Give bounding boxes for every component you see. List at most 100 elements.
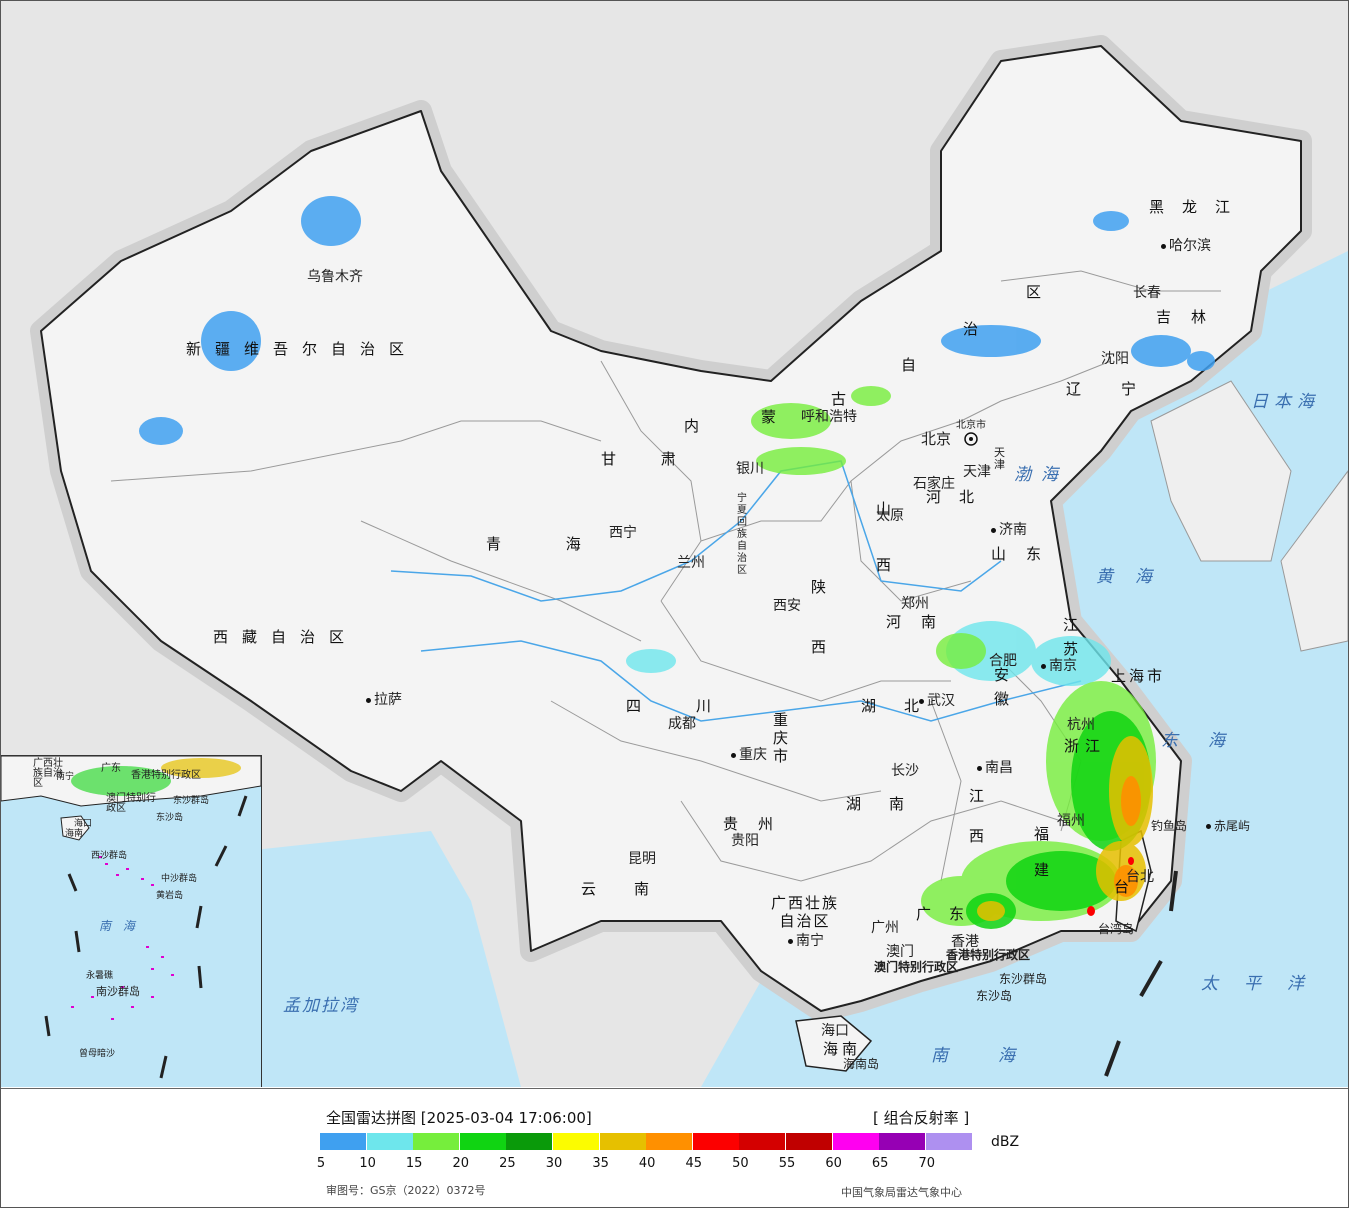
city-nanjing: 南京 <box>1041 658 1077 674</box>
prov-hebei: 河北 <box>926 488 993 506</box>
color-scale-tick-label: 50 <box>732 1156 749 1171</box>
color-scale-tick-label: 15 <box>405 1156 423 1171</box>
inset-dongsha: 东沙群岛 <box>173 796 210 806</box>
inset-huangyan: 黄岩岛 <box>156 891 184 901</box>
inset-yongshu: 永暑礁 <box>86 971 114 981</box>
city-guiyang: 贵阳 <box>731 833 759 849</box>
inset-hainan: 海南 <box>65 829 84 839</box>
color-scale-tick-label: 60 <box>825 1156 842 1171</box>
legend: 全国雷达拼图 [2025-03-04 17:06:00] [ 组合反射率 ] d… <box>1 1088 1348 1207</box>
city-zhengzhou: 郑州 <box>901 596 929 612</box>
data-source: 中国气象局雷达气象中心 <box>841 1186 962 1199</box>
prov-xinjiang: 新疆维吾尔自治区 <box>186 340 419 358</box>
prov-jiangxi: 江西 <box>969 787 985 845</box>
city-wuhan: 武汉 <box>919 693 955 709</box>
sea-huanghai: 黄海 <box>1096 567 1174 587</box>
inset-xisha: 西沙群岛 <box>91 851 128 861</box>
prov-guangdong: 广东 <box>916 905 983 923</box>
city-nanchang: 南昌 <box>977 760 1013 776</box>
city-changsha: 长沙 <box>891 763 919 779</box>
color-scale-cell <box>692 1133 740 1150</box>
inset-nanning: 南宁 <box>56 772 75 782</box>
prov-neimenggu-1: 内 <box>684 417 714 435</box>
city-fuzhou: 福州 <box>1057 813 1085 829</box>
island-taiwan: 台湾岛 <box>1098 922 1135 936</box>
city-lanzhou: 兰州 <box>677 555 705 571</box>
city-harbin: 哈尔滨 <box>1161 238 1211 254</box>
city-xining: 西宁 <box>609 525 637 541</box>
color-scale <box>320 1133 974 1150</box>
prov-xizang: 西藏自治区 <box>213 628 359 646</box>
color-scale-cell <box>459 1133 507 1150</box>
radar-echoes <box>139 196 1215 929</box>
color-scale-cell <box>739 1133 787 1150</box>
maritime-boundary-dashes <box>1104 870 1178 1077</box>
prov-chongqing: 重庆市 <box>773 711 789 765</box>
color-scale-cell <box>366 1133 414 1150</box>
sea-donghai: 东海 <box>1161 731 1255 751</box>
city-beijing: 北京 <box>921 430 952 448</box>
city-tianjin: 天津 <box>963 464 991 480</box>
japan-land <box>1280 470 1348 652</box>
prov-gansu: 甘 肃 <box>601 450 696 468</box>
color-scale-tick-label: 25 <box>499 1156 516 1171</box>
inset-dongshadao: 东沙岛 <box>156 813 184 823</box>
color-scale-cell <box>879 1133 927 1150</box>
city-taiyuan: 太原 <box>876 508 904 524</box>
color-scale-tick-label: 20 <box>452 1156 470 1171</box>
prov-zhejiang: 浙江 <box>1064 737 1107 755</box>
city-kunming: 昆明 <box>628 851 656 867</box>
color-scale-tick-label: 55 <box>778 1156 796 1171</box>
prov-neimenggu-6: 区 <box>1026 283 1056 301</box>
prov-beijing: 北京市 <box>956 420 986 431</box>
prov-shandong: 山东 <box>991 545 1062 563</box>
inset-hk: 香港特别行政区 <box>131 770 201 781</box>
color-scale-tick-label: 30 <box>545 1156 563 1171</box>
rivers <box>390 460 1082 722</box>
prov-heilongjiang: 黑龙江 <box>1149 198 1249 216</box>
city-shenyang: 沈阳 <box>1101 351 1129 367</box>
prov-yunnan: 云南 <box>581 880 688 898</box>
prov-neimenggu-4: 自 <box>901 356 931 374</box>
color-scale-tick-label: 70 <box>918 1156 936 1171</box>
city-hangzhou: 杭州 <box>1067 717 1095 733</box>
city-guangzhou: 广州 <box>871 920 899 936</box>
island-hainan: 海南岛 <box>843 1057 880 1071</box>
prov-shanxi: 山西 <box>876 500 892 574</box>
island-diaoyu: 钓鱼岛 <box>1151 819 1188 833</box>
city-haikou: 海口 <box>821 1023 849 1039</box>
legend-title: 全国雷达拼图 [2025-03-04 17:06:00] <box>326 1109 592 1127</box>
prov-taiwan: 台 <box>1114 878 1144 896</box>
city-shijiazhuang: 石家庄 <box>913 476 955 492</box>
city-urumqi: 乌鲁木齐 <box>307 269 363 285</box>
legend-product: [ 组合反射率 ] <box>873 1109 970 1127</box>
korea-japan-land <box>1150 380 1292 562</box>
prov-guizhou: 贵州 <box>723 815 794 833</box>
color-scale-cell <box>413 1133 461 1150</box>
city-lhasa: 拉萨 <box>366 692 402 708</box>
city-xian: 西安 <box>773 598 801 614</box>
color-scale-tick-label: 35 <box>592 1156 609 1171</box>
map-area[interactable]: 新疆维吾尔自治区 西藏自治区 青 海 甘 肃 内 蒙 古 自 治 区 黑龙江 吉… <box>1 1 1348 1087</box>
prov-shanghai: 上海市 <box>1111 667 1166 685</box>
prov-anhui: 安徽 <box>994 666 1010 708</box>
city-taipei: 台北 <box>1126 869 1154 885</box>
prov-sichuan: 四川 <box>626 697 767 715</box>
inset-guangdong: 广东 <box>101 763 121 774</box>
sea-taipingyang: 太平洋 <box>1201 974 1330 994</box>
south-china-sea-inset[interactable]: 广西壮族自治区 南宁 广东 香港特别行政区 澳门特别行政区 东沙群岛 东沙岛 海… <box>1 755 262 1087</box>
prov-guangxi: 广西壮族自治区 <box>770 894 839 930</box>
color-scale-cell <box>646 1133 694 1150</box>
color-scale-tick-label: 40 <box>638 1156 656 1171</box>
prov-jiangsu: 江苏 <box>1063 616 1079 658</box>
city-changchun: 长春 <box>1133 285 1161 301</box>
prov-ningxia: 宁夏回族自治区 <box>737 493 747 576</box>
city-hohhot: 呼和浩特 <box>801 409 857 425</box>
sea-bohai: 渤海 <box>1014 465 1068 485</box>
hainan-island <box>795 1015 873 1072</box>
color-scale-ticks: 5 10 15 20 25 30 35 40 45 50 55 60 65 70 <box>306 1156 986 1174</box>
city-hongkong: 香港 <box>951 934 979 950</box>
color-scale-cell <box>786 1133 834 1150</box>
city-chengdu: 成都 <box>668 716 696 732</box>
beijing-capital-marker <box>964 432 978 446</box>
